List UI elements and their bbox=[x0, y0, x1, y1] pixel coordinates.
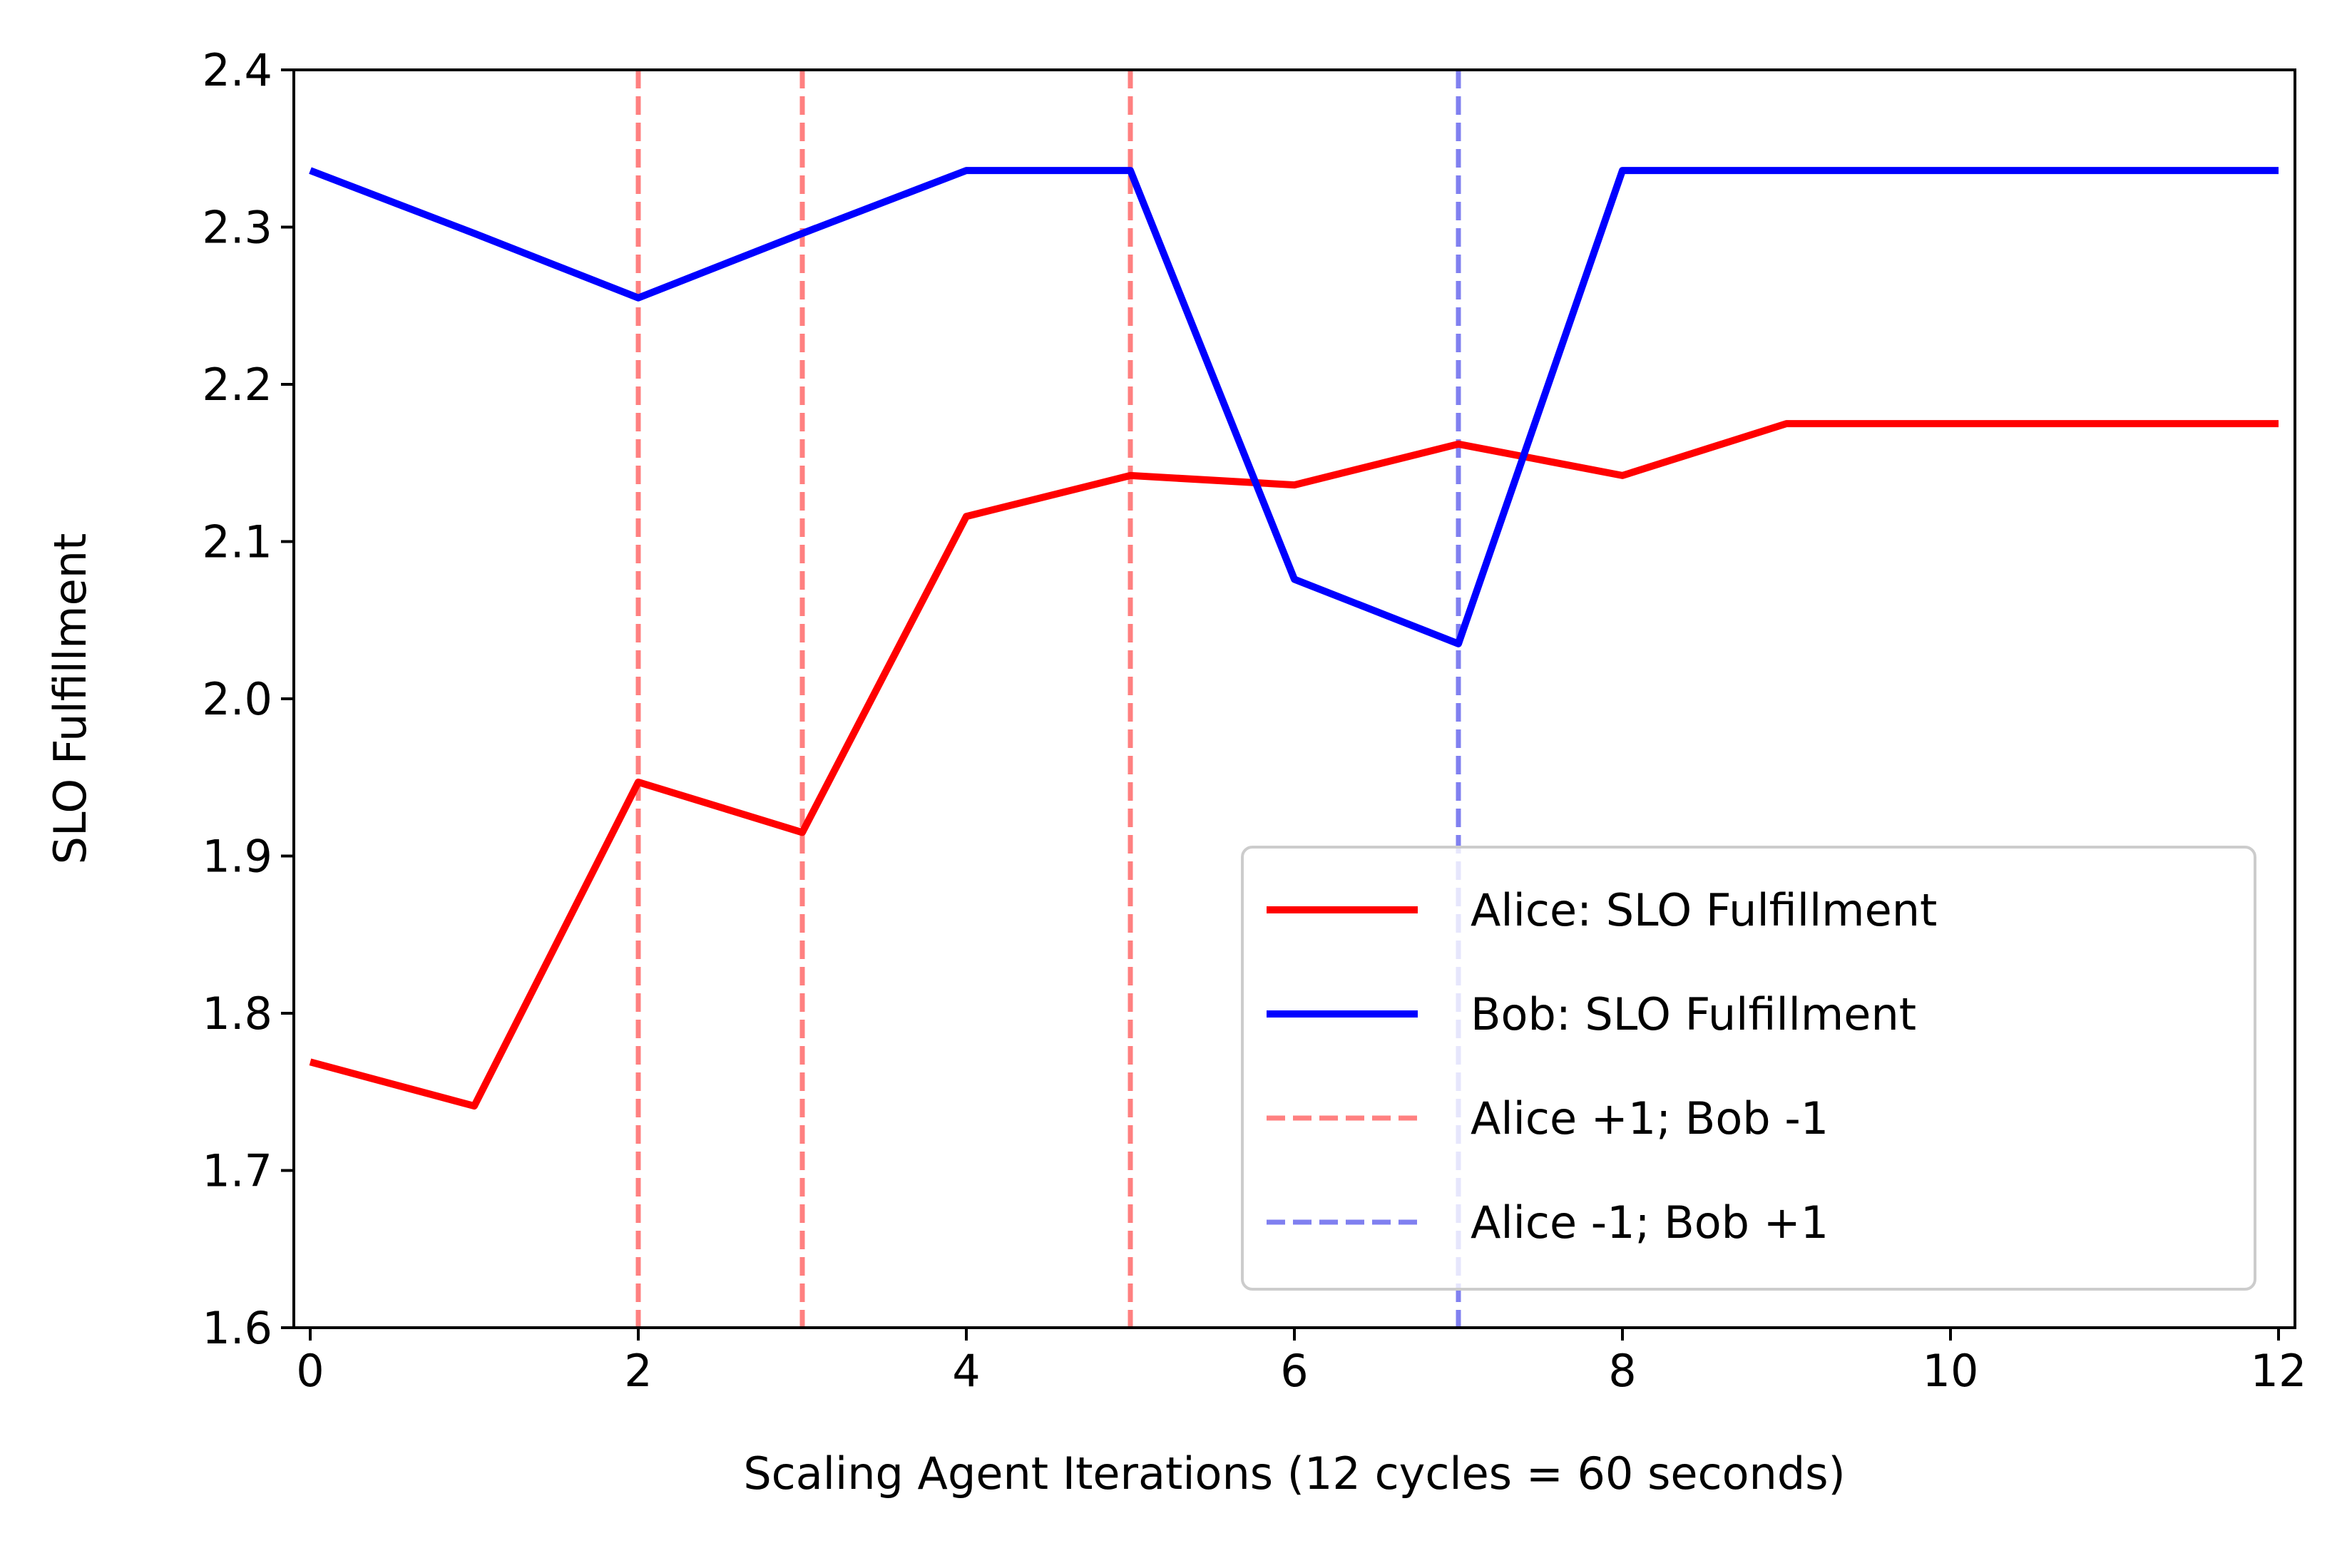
y-tick-label-1.6: 1.6 bbox=[202, 1302, 272, 1354]
legend-label-series-0: Alice: SLO Fulfillment bbox=[1471, 884, 1937, 936]
x-tick-label-12: 12 bbox=[2251, 1345, 2307, 1397]
y-tick-label-2.0: 2.0 bbox=[202, 673, 272, 725]
x-tick-label-4: 4 bbox=[952, 1345, 980, 1397]
x-tick-label-6: 6 bbox=[1280, 1345, 1308, 1397]
series-lines bbox=[309, 167, 2279, 1110]
legend-label-vline-0: Alice +1; Bob -1 bbox=[1471, 1092, 1829, 1144]
series-line-bob bbox=[309, 167, 2279, 647]
legend: Alice: SLO Fulfillment Bob: SLO Fulfillme… bbox=[1241, 846, 2256, 1291]
x-axis-label: Scaling Agent Iterations (12 cycles = 60… bbox=[743, 1447, 1845, 1500]
y-tick-label-1.9: 1.9 bbox=[202, 831, 272, 883]
legend-label-vline-1: Alice -1; Bob +1 bbox=[1471, 1197, 1829, 1249]
legend-box bbox=[1241, 846, 2256, 1291]
y-tick-label-1.7: 1.7 bbox=[202, 1145, 272, 1197]
y-tick-label-2.4: 2.4 bbox=[202, 44, 272, 96]
y-axis-label: SLO Fulfillment bbox=[44, 533, 96, 865]
x-tick-label-0: 0 bbox=[296, 1345, 324, 1397]
x-axis: 0 2 4 6 8 10 12 bbox=[296, 1328, 2306, 1397]
legend-label-series-1: Bob: SLO Fulfillment bbox=[1471, 988, 1916, 1040]
x-tick-label-8: 8 bbox=[1608, 1345, 1636, 1397]
y-tick-label-2.3: 2.3 bbox=[202, 202, 272, 254]
series-line-alice bbox=[309, 420, 2279, 1110]
y-tick-label-1.8: 1.8 bbox=[202, 988, 272, 1040]
y-tick-label-2.2: 2.2 bbox=[202, 359, 272, 411]
y-axis: 1.6 1.7 1.8 1.9 2.0 2.1 2.2 2.3 2.4 bbox=[202, 44, 294, 1354]
x-tick-label-10: 10 bbox=[1923, 1345, 1979, 1397]
y-tick-label-2.1: 2.1 bbox=[202, 516, 272, 568]
x-tick-label-2: 2 bbox=[624, 1345, 652, 1397]
